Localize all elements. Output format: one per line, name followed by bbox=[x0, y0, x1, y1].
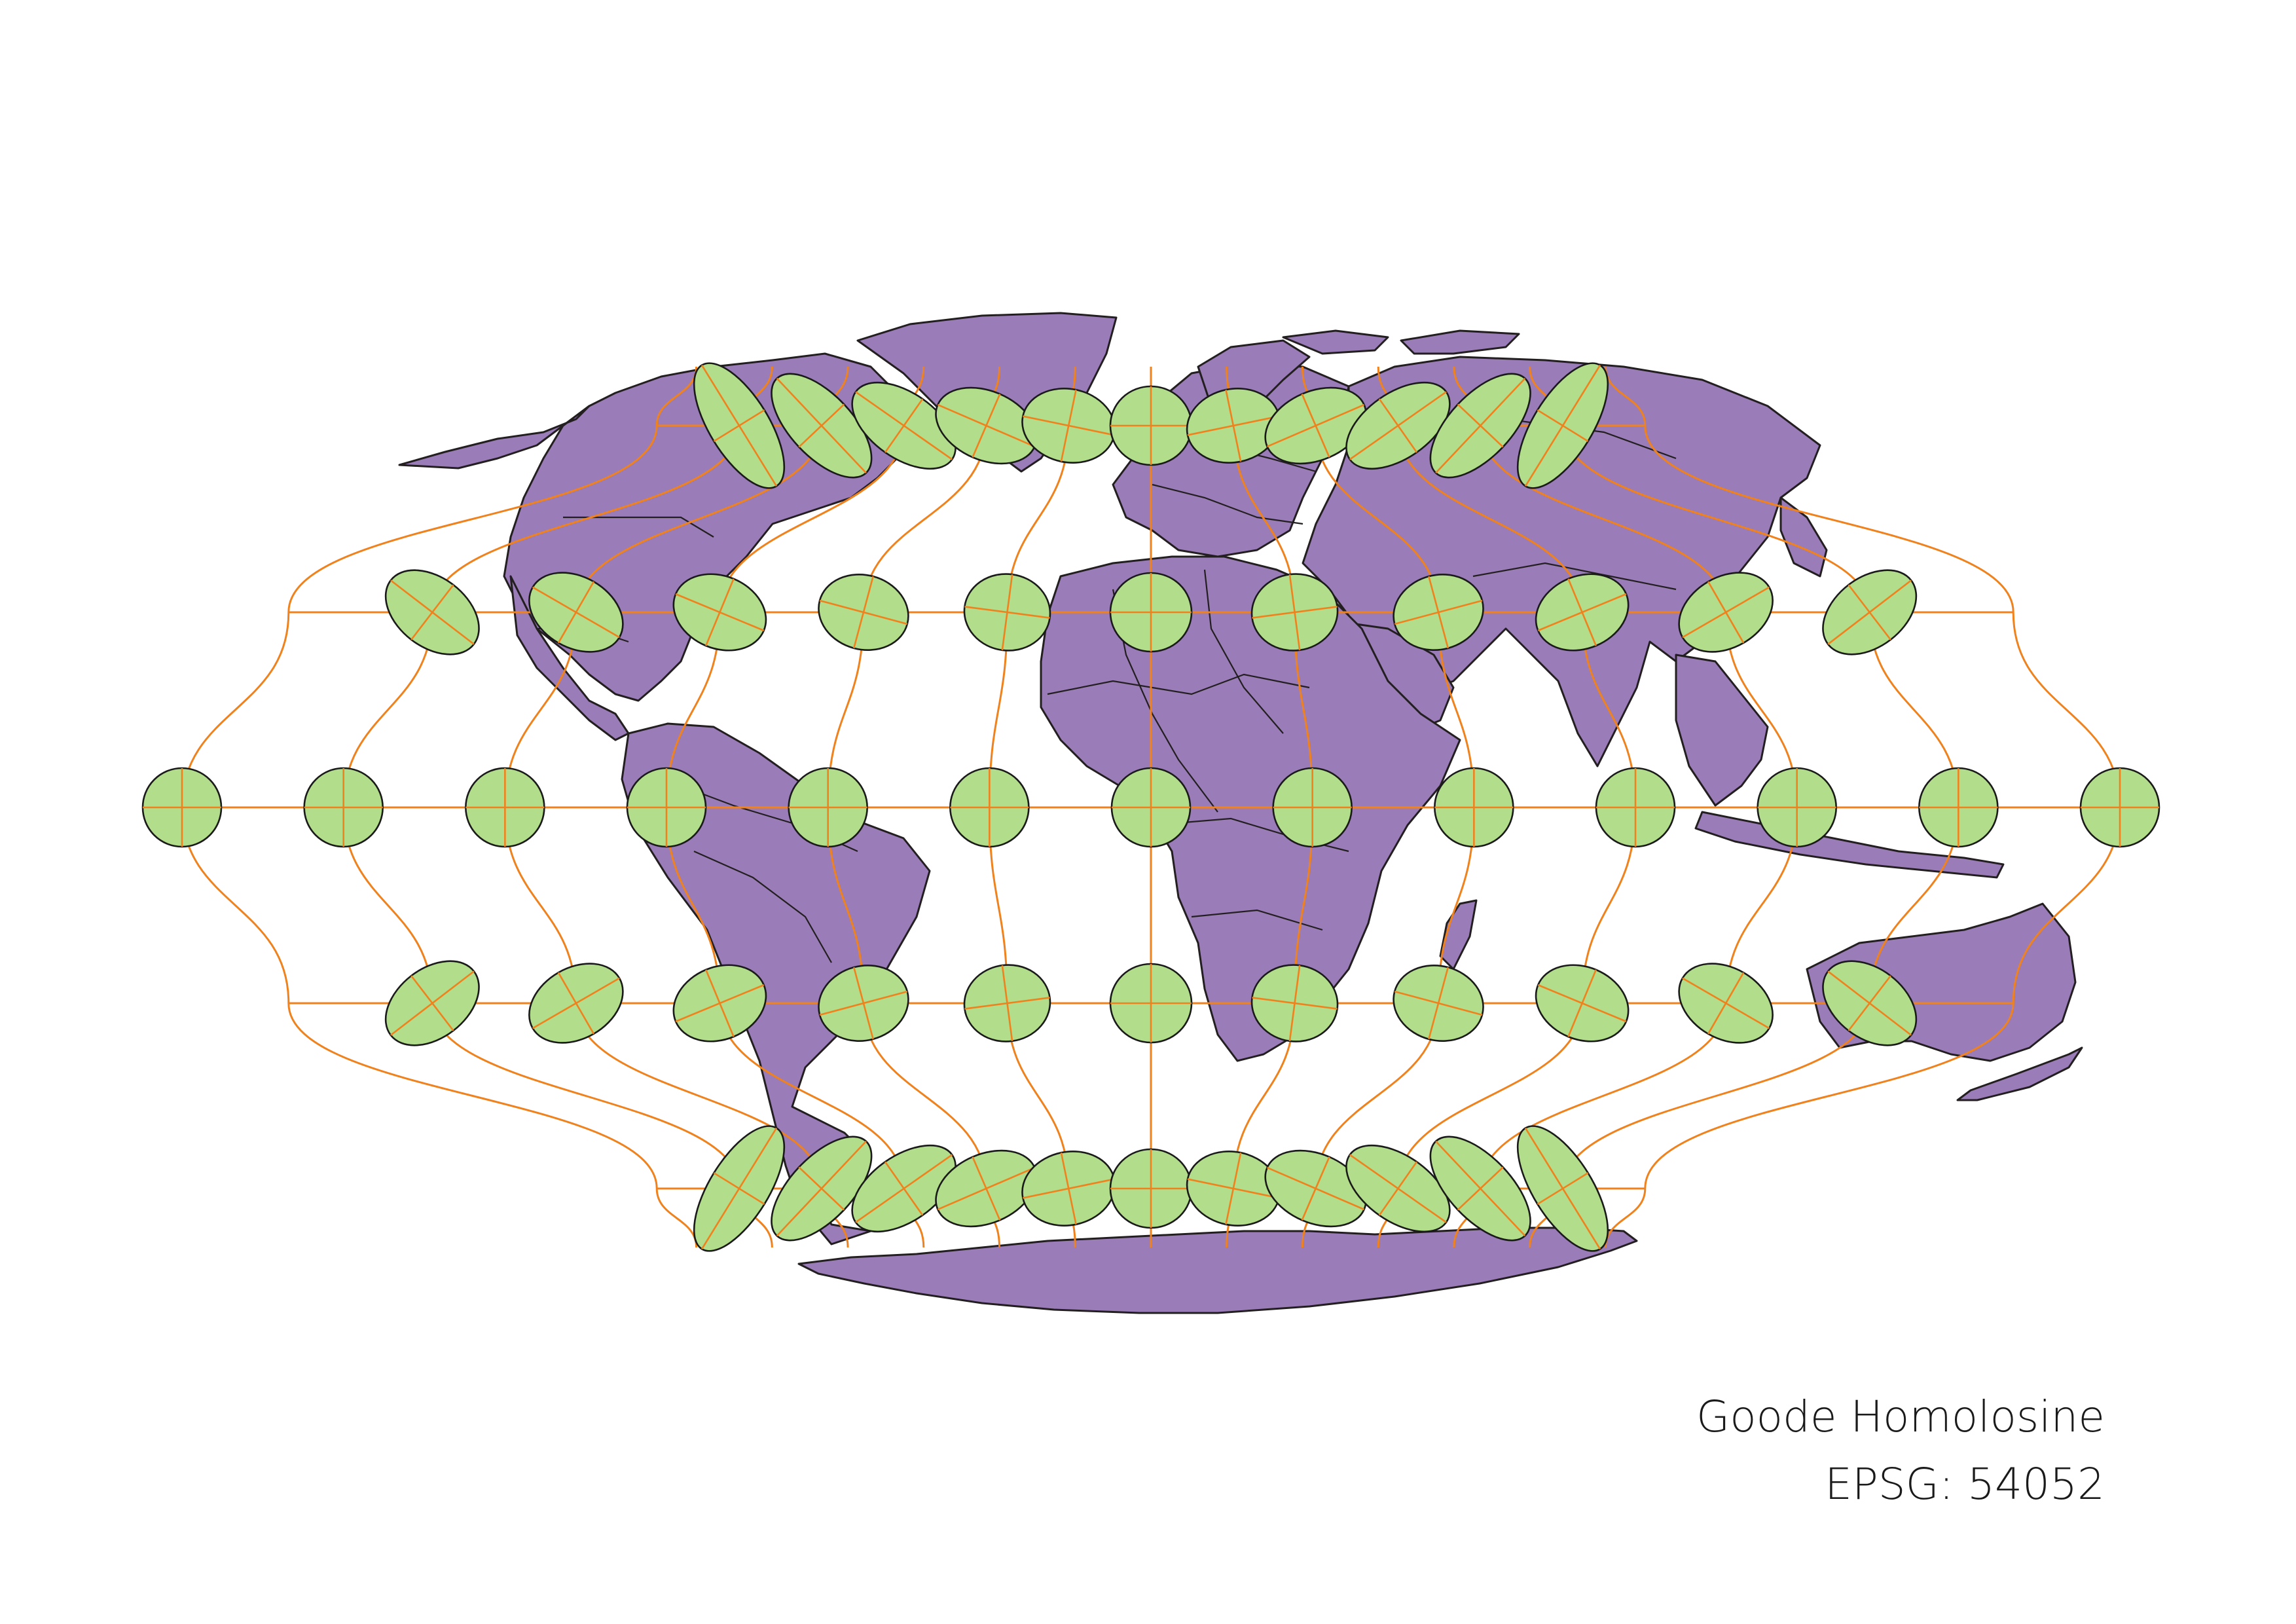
indicatrix-lat0-lon30 bbox=[1272, 767, 1353, 848]
central-america bbox=[509, 575, 630, 741]
indicatrix-lat30-lon-90 bbox=[672, 573, 767, 652]
alaska bbox=[398, 405, 591, 470]
indicatrix-lat-60-lon-90 bbox=[851, 1144, 957, 1233]
indicatrix-lat-30-lon-150 bbox=[384, 960, 480, 1046]
indicatrix-lat0-lon90 bbox=[1595, 767, 1676, 848]
arctic-islands-east bbox=[1400, 329, 1520, 355]
antarctica bbox=[797, 1227, 1638, 1314]
indicatrix-lat60-lon90 bbox=[1345, 381, 1451, 470]
indicatrix-lat30-lon0 bbox=[1109, 572, 1193, 653]
indicatrix-lat30-lon-30 bbox=[963, 573, 1051, 652]
indicatrix-lat30-lon120 bbox=[1678, 572, 1774, 653]
indicatrix-lat-30-lon150 bbox=[1822, 960, 1918, 1046]
indicatrix-lat-30-lon-90 bbox=[672, 964, 767, 1043]
indicatrix-lat0-lon-90 bbox=[626, 767, 707, 848]
indicatrix-lat0-lon-120 bbox=[465, 767, 545, 848]
indicatrix-lat60-lon-90 bbox=[851, 381, 957, 470]
indicatrix-lat-60-lon150 bbox=[1516, 1125, 1609, 1252]
indicatrix-lat60-lon150 bbox=[1516, 362, 1609, 489]
indicatrix-lat60-lon30 bbox=[1186, 388, 1281, 464]
tissot-indicatrices bbox=[141, 362, 2160, 1252]
indicatrix-lat30-lon60 bbox=[1393, 574, 1484, 651]
indicatrix-lat-30-lon-30 bbox=[963, 964, 1051, 1043]
indicatrix-lat-60-lon-150 bbox=[693, 1125, 786, 1252]
indicatrix-lat30-lon90 bbox=[1535, 573, 1630, 652]
indicatrix-lat-30-lon60 bbox=[1393, 965, 1484, 1042]
indicatrix-lat0-lon-180 bbox=[141, 767, 223, 848]
indicatrix-lat-30-lon30 bbox=[1250, 964, 1339, 1043]
indicatrix-lat60-lon120 bbox=[1429, 373, 1531, 479]
indicatrix-lat-30-lon-60 bbox=[818, 965, 909, 1042]
indicatrix-lat-60-lon120 bbox=[1429, 1135, 1531, 1242]
indicatrix-lat0-lon180 bbox=[2079, 767, 2160, 848]
epsg-code: EPSG: 54052 bbox=[1825, 1459, 2105, 1509]
indicatrix-lat0-lon120 bbox=[1757, 767, 1837, 848]
indicatrix-lat60-lon-60 bbox=[935, 386, 1038, 465]
projection-name: Goode Homolosine bbox=[1696, 1392, 2105, 1442]
indicatrix-lat60-lon60 bbox=[1264, 386, 1367, 465]
indicatrix-lat30-lon-60 bbox=[818, 574, 909, 651]
japan bbox=[1779, 496, 1828, 578]
indicatrix-lat0-lon-30 bbox=[949, 767, 1030, 848]
southeast-asia bbox=[1675, 654, 1769, 807]
indicatrix-lat-60-lon60 bbox=[1264, 1149, 1367, 1228]
indicatrix-lat30-lon-120 bbox=[528, 572, 624, 653]
indicatrix-lat-30-lon120 bbox=[1678, 963, 1774, 1044]
indicatrix-lat-60-lon-30 bbox=[1021, 1151, 1116, 1227]
indicatrix-lat-30-lon90 bbox=[1535, 964, 1630, 1043]
indicatrix-lat60-lon-150 bbox=[693, 362, 786, 489]
indicatrix-lat30-lon-150 bbox=[384, 569, 480, 655]
indicatrix-lat-60-lon0 bbox=[1109, 1148, 1193, 1229]
indicatrix-lat0-lon60 bbox=[1434, 767, 1514, 848]
indicatrix-lat30-lon30 bbox=[1250, 573, 1339, 652]
indicatrix-lat30-lon150 bbox=[1822, 569, 1918, 655]
indicatrix-lat0-lon0 bbox=[1110, 767, 1192, 848]
indicatrix-lat60-lon-30 bbox=[1021, 388, 1116, 464]
arctic-islands bbox=[1282, 329, 1389, 355]
new-zealand bbox=[1956, 1046, 2083, 1101]
indicatrix-lat-30-lon-120 bbox=[528, 963, 624, 1044]
indicatrix-lat60-lon0 bbox=[1109, 385, 1193, 466]
indicatrix-lat-30-lon0 bbox=[1109, 963, 1193, 1044]
indicatrix-lat60-lon-120 bbox=[771, 373, 873, 479]
indicatrix-lat0-lon-150 bbox=[303, 767, 384, 848]
indicatrix-lat0-lon150 bbox=[1918, 767, 1999, 848]
indicatrix-lat-60-lon-120 bbox=[771, 1135, 873, 1242]
indicatrix-lat0-lon-60 bbox=[788, 767, 868, 848]
